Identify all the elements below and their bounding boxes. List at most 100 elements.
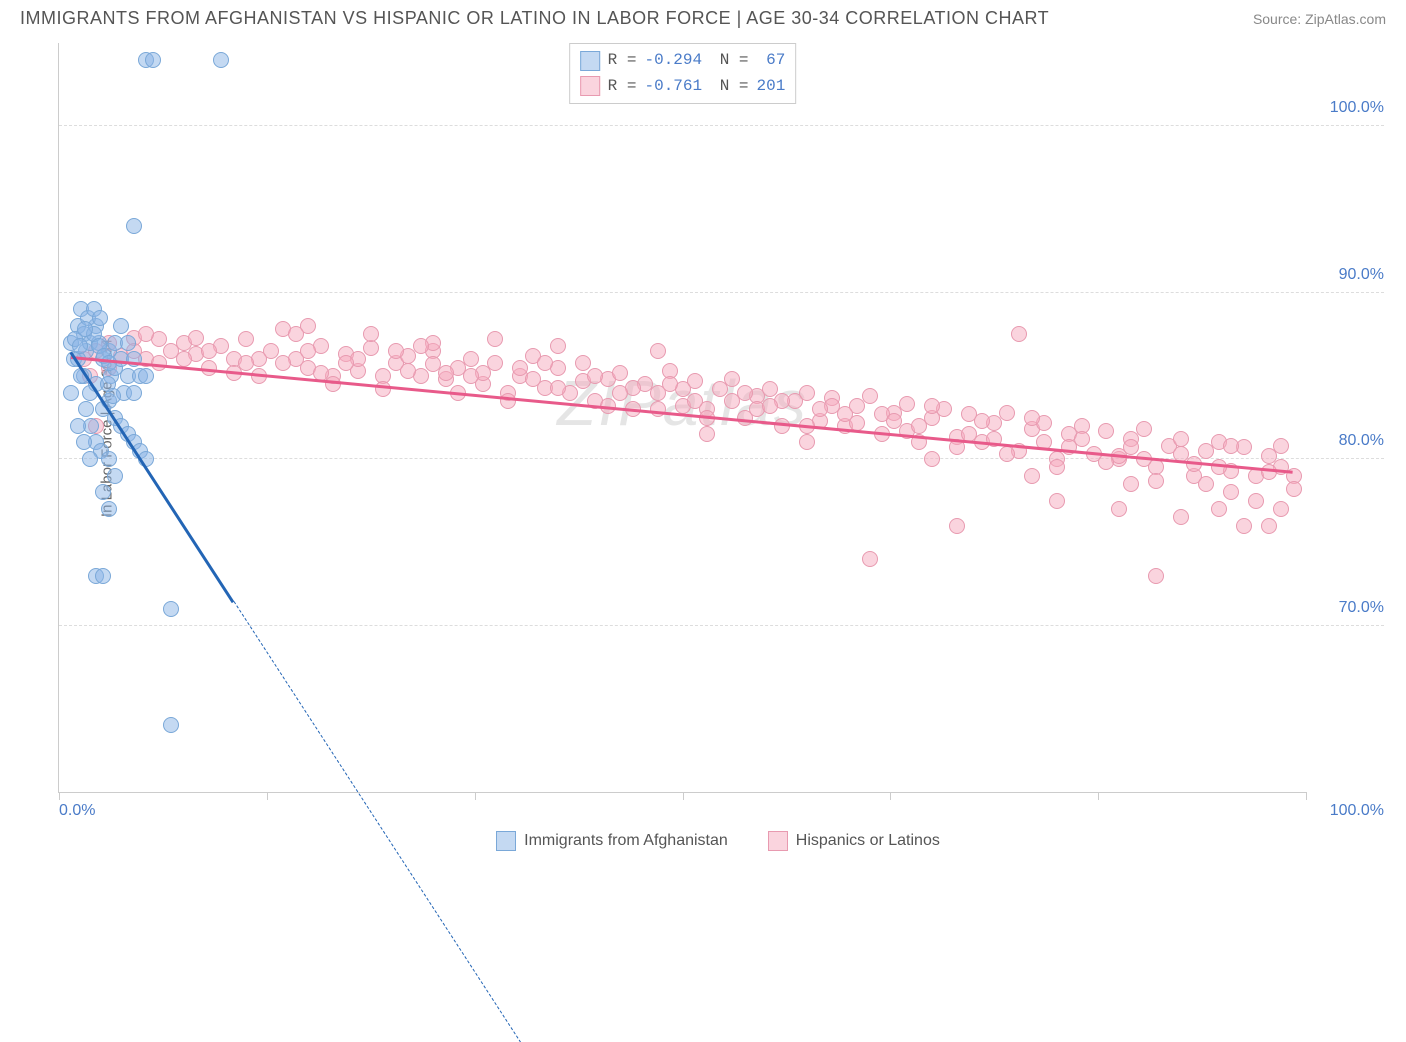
scatter-point-hispanic	[138, 326, 154, 342]
scatter-point-hispanic	[1173, 509, 1189, 525]
scatter-point-hispanic	[1024, 410, 1040, 426]
chart-title: IMMIGRANTS FROM AFGHANISTAN VS HISPANIC …	[20, 8, 1049, 29]
scatter-point-afghanistan	[120, 335, 136, 351]
scatter-point-hispanic	[687, 393, 703, 409]
scatter-point-afghanistan	[107, 468, 123, 484]
scatter-point-afghanistan	[105, 388, 121, 404]
scatter-point-hispanic	[899, 396, 915, 412]
scatter-point-hispanic	[762, 398, 778, 414]
scatter-point-afghanistan	[83, 418, 99, 434]
scatter-point-hispanic	[1148, 568, 1164, 584]
scatter-point-hispanic	[463, 368, 479, 384]
y-tick-label: 70.0%	[1339, 599, 1384, 617]
scatter-point-afghanistan	[138, 368, 154, 384]
y-tick-label: 100.0%	[1330, 99, 1384, 117]
grid-line	[59, 292, 1384, 293]
scatter-point-hispanic	[275, 355, 291, 371]
r-value-2: -0.761	[644, 74, 702, 100]
scatter-point-hispanic	[999, 446, 1015, 462]
scatter-point-afghanistan	[78, 401, 94, 417]
scatter-point-afghanistan	[126, 385, 142, 401]
scatter-point-hispanic	[1223, 484, 1239, 500]
scatter-point-hispanic	[1136, 421, 1152, 437]
scatter-point-hispanic	[799, 385, 815, 401]
n-value-2: 201	[757, 74, 786, 100]
scatter-point-hispanic	[886, 413, 902, 429]
scatter-point-hispanic	[587, 368, 603, 384]
legend-item-afghanistan: Immigrants from Afghanistan	[496, 831, 728, 851]
scatter-point-hispanic	[812, 401, 828, 417]
scatter-point-hispanic	[400, 363, 416, 379]
plot-area: ZIPatlas R = -0.294 N = 67 R = -0.761 N …	[58, 43, 1306, 793]
scatter-point-hispanic	[500, 393, 516, 409]
r-value-1: -0.294	[644, 48, 702, 74]
correlation-row-2: R = -0.761 N = 201	[580, 74, 786, 100]
scatter-point-hispanic	[999, 405, 1015, 421]
scatter-point-hispanic	[575, 355, 591, 371]
scatter-point-hispanic	[1261, 464, 1277, 480]
scatter-point-hispanic	[1211, 501, 1227, 517]
scatter-point-hispanic	[288, 326, 304, 342]
scatter-point-hispanic	[724, 371, 740, 387]
scatter-point-hispanic	[1173, 431, 1189, 447]
scatter-point-hispanic	[862, 388, 878, 404]
scatter-point-hispanic	[911, 418, 927, 434]
x-tick	[683, 792, 684, 800]
scatter-point-hispanic	[1261, 518, 1277, 534]
chart-header: IMMIGRANTS FROM AFGHANISTAN VS HISPANIC …	[0, 0, 1406, 33]
swatch-afghanistan	[580, 51, 600, 71]
scatter-point-hispanic	[1024, 468, 1040, 484]
scatter-point-hispanic	[837, 406, 853, 422]
trend-line-afghanistan	[70, 351, 234, 602]
scatter-point-hispanic	[1248, 493, 1264, 509]
scatter-point-hispanic	[1211, 459, 1227, 475]
scatter-point-hispanic	[662, 376, 678, 392]
scatter-point-hispanic	[924, 451, 940, 467]
scatter-point-afghanistan	[82, 451, 98, 467]
scatter-point-hispanic	[487, 331, 503, 347]
trend-line-hispanic	[71, 356, 1293, 473]
scatter-point-hispanic	[1049, 459, 1065, 475]
scatter-point-hispanic	[363, 326, 379, 342]
trend-dash-afghanistan	[233, 601, 521, 1042]
scatter-point-hispanic	[238, 331, 254, 347]
scatter-point-hispanic	[1098, 423, 1114, 439]
chart-source: Source: ZipAtlas.com	[1253, 11, 1386, 27]
scatter-point-hispanic	[325, 376, 341, 392]
scatter-point-hispanic	[300, 343, 316, 359]
scatter-point-hispanic	[1236, 518, 1252, 534]
scatter-point-hispanic	[699, 426, 715, 442]
chart-container: In Labor Force | Age 30-34 ZIPatlas R = …	[50, 33, 1386, 823]
scatter-point-afghanistan	[101, 501, 117, 517]
scatter-point-hispanic	[1198, 476, 1214, 492]
x-tick	[1098, 792, 1099, 800]
scatter-point-afghanistan	[76, 434, 92, 450]
scatter-point-hispanic	[612, 385, 628, 401]
legend-swatch-afghanistan	[496, 831, 516, 851]
scatter-point-hispanic	[1148, 473, 1164, 489]
x-tick	[59, 792, 60, 800]
scatter-point-hispanic	[1273, 501, 1289, 517]
legend-swatch-hispanic	[768, 831, 788, 851]
scatter-point-hispanic	[463, 351, 479, 367]
correlation-legend: R = -0.294 N = 67 R = -0.761 N = 201	[569, 43, 797, 104]
scatter-point-hispanic	[550, 380, 566, 396]
scatter-point-afghanistan	[101, 451, 117, 467]
scatter-point-afghanistan	[126, 218, 142, 234]
scatter-point-hispanic	[188, 330, 204, 346]
legend-label-hispanic: Hispanics or Latinos	[796, 832, 940, 850]
n-value-1: 67	[757, 48, 786, 74]
scatter-point-hispanic	[375, 381, 391, 397]
scatter-point-hispanic	[949, 518, 965, 534]
scatter-point-hispanic	[512, 360, 528, 376]
scatter-point-hispanic	[413, 338, 429, 354]
scatter-point-afghanistan	[163, 601, 179, 617]
scatter-point-hispanic	[1273, 438, 1289, 454]
scatter-point-hispanic	[1011, 326, 1027, 342]
legend-label-afghanistan: Immigrants from Afghanistan	[524, 832, 728, 850]
scatter-point-afghanistan	[213, 52, 229, 68]
scatter-point-hispanic	[1111, 501, 1127, 517]
x-tick	[475, 792, 476, 800]
scatter-point-afghanistan	[113, 318, 129, 334]
r-label: R =	[608, 74, 637, 100]
